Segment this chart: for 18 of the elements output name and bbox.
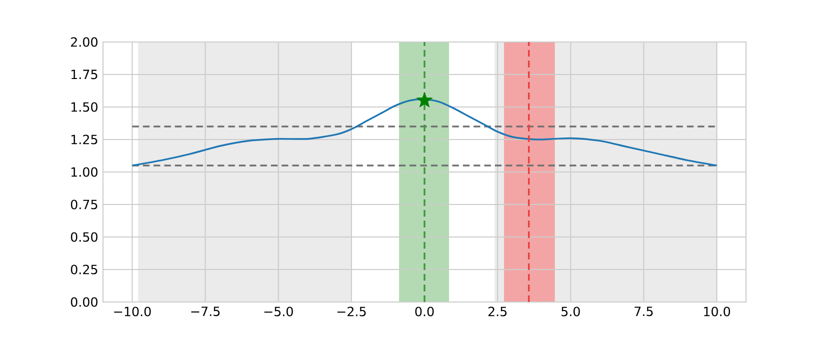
x-tick-label: 7.5 xyxy=(634,306,653,316)
x-tick-label: 10.0 xyxy=(704,306,730,316)
y-tick-label: 0.00 xyxy=(70,297,98,307)
y-tick-label: 1.75 xyxy=(71,70,98,80)
x-tick-label: 2.5 xyxy=(488,306,507,316)
x-tick-label: −10.0 xyxy=(114,306,151,316)
y-tick-label: 1.25 xyxy=(71,134,98,144)
y-tick-label: 0.25 xyxy=(70,264,98,274)
y-tick-label: 1.50 xyxy=(71,102,98,112)
y-tick-label: 0.75 xyxy=(70,200,98,210)
x-tick-label: 5.0 xyxy=(562,306,580,316)
y-tick-label: 1.00 xyxy=(71,167,98,177)
y-tick-label: 2.00 xyxy=(71,37,98,47)
y-tick-label: 0.50 xyxy=(70,232,98,242)
x-tick-label: 0.0 xyxy=(415,306,434,316)
x-tick-label: −5.0 xyxy=(264,306,293,316)
x-tick-label: −7.5 xyxy=(191,306,220,316)
x-tick-label: −2.5 xyxy=(337,306,366,316)
